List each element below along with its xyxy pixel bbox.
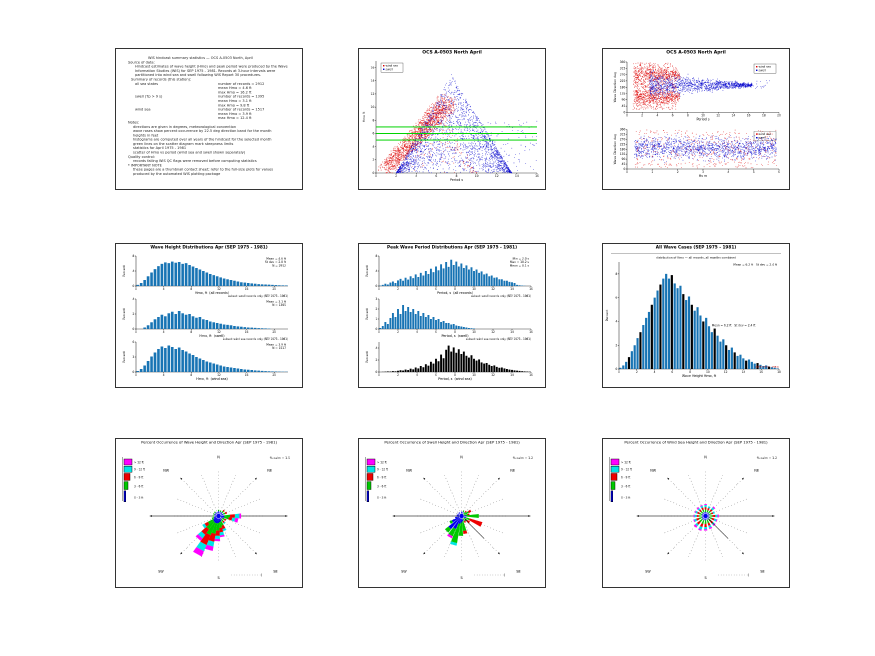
text-line: mean Hmo = 4.6 ft bbox=[218, 86, 252, 91]
histogram-period-canvas bbox=[359, 244, 545, 387]
rose-windsea-canvas bbox=[603, 439, 789, 587]
figure-rose-wave-height[interactable]: Percent Occurrence of Wave Height and Di… bbox=[115, 438, 303, 588]
text-line: statistics for April 1975 - 1981 bbox=[133, 146, 187, 151]
text-line: WIS hindcast summary statistics — OCS A-… bbox=[148, 56, 253, 60]
figure-scatter-height-vs-period[interactable]: OCS A-0503 North April bbox=[358, 48, 546, 190]
text-line: mean Hmo = 3.9 ft bbox=[218, 111, 252, 116]
text-line: directions are given in degrees, meteoro… bbox=[133, 124, 237, 129]
text-line: records failing WIS QC flags were remove… bbox=[133, 159, 257, 164]
figure-page-text-summary[interactable]: WIS hindcast summary statistics — OCS A-… bbox=[115, 48, 303, 190]
text-line: all sea states number of records = 2912 bbox=[135, 81, 265, 86]
text-line: max Hmo = 9.8 ft bbox=[218, 103, 250, 108]
text-line: * IMPORTANT NOTE bbox=[128, 163, 162, 168]
histogram-height-canvas bbox=[116, 244, 302, 387]
text-line: partitioned into wind sea and swell foll… bbox=[135, 73, 262, 78]
figure-scatter-direction[interactable]: OCS A-0503 North April bbox=[602, 48, 790, 190]
text-line: these pages are a thumbnail contact shee… bbox=[133, 167, 274, 172]
text-line: Source of data: bbox=[128, 60, 155, 65]
text-line: produced by the automated WIS plotting p… bbox=[133, 172, 221, 177]
text-line: Notes: bbox=[128, 120, 140, 125]
figure-rose-swell[interactable]: Percent Occurrence of Swell Height and D… bbox=[358, 438, 546, 588]
text-line: Quality control: bbox=[128, 154, 155, 159]
text-line: green lines on the scatter diagram mark … bbox=[133, 141, 234, 146]
figure-histograms-peak-period[interactable]: Peak Wave Period Distributions Apr (SEP … bbox=[358, 243, 546, 388]
text-line: histograms are computed over all years o… bbox=[133, 137, 272, 142]
text-line: Hindcast estimates of wave height (Hmo) … bbox=[135, 64, 288, 69]
rose-swell-canvas bbox=[359, 439, 545, 587]
text-line: mean Hmo = 3.1 ft bbox=[218, 98, 252, 103]
summary-text-block: WIS hindcast summary statistics — OCS A-… bbox=[116, 49, 302, 189]
scatter-height-period-canvas bbox=[359, 49, 545, 189]
text-line: heights in feet bbox=[133, 133, 159, 138]
text-line: scatter of Hmo vs period (wind sea and s… bbox=[133, 150, 246, 155]
text-line: Summary of records (this station): bbox=[131, 77, 192, 82]
text-line: swell (Tp > 9 s) number of records = 1395 bbox=[135, 94, 265, 99]
text-line: wind sea number of records = 1517 bbox=[135, 107, 265, 112]
figure-rose-wind-sea[interactable]: Percent Occurrence of Wind Sea Height an… bbox=[602, 438, 790, 588]
text-line: wave roses show percent occurrence by 22… bbox=[133, 129, 272, 134]
scatter-direction-canvas bbox=[603, 49, 789, 189]
figure-histograms-wave-height[interactable]: Wave Height Distributions Apr (SEP 1975 … bbox=[115, 243, 303, 388]
text-line: max Hmo = 12.4 ft bbox=[218, 116, 252, 121]
histogram-all-canvas bbox=[603, 244, 789, 387]
figure-histogram-all-cases[interactable]: All Wave Cases (SEP 1975 - 1981) bbox=[602, 243, 790, 388]
text-line: Information Studies (WIS) for SEP 1975 -… bbox=[135, 68, 276, 73]
text-line: max Hmo = 16.2 ft bbox=[218, 90, 252, 95]
rose-wave-canvas bbox=[116, 439, 302, 587]
